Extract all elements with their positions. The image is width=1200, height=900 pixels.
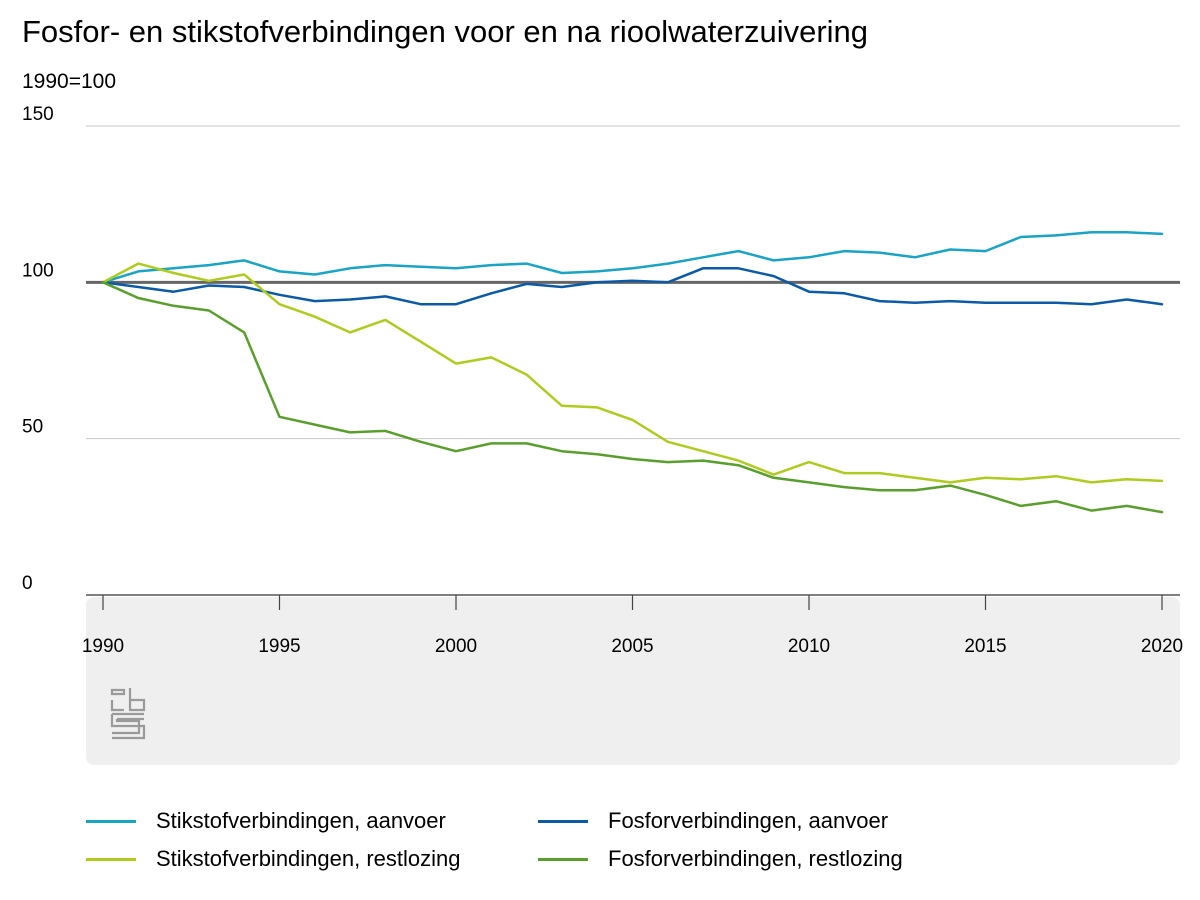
x-tick-label: 2020 — [1141, 636, 1183, 657]
y-tick-label: 100 — [22, 260, 54, 281]
legend-swatch-stikstof-restlozing — [86, 857, 136, 861]
axis-layer: 0 50 100 150 1990 1995 2000 2005 2010 2015 2020 — [22, 104, 1183, 657]
chart-footer-panel — [86, 597, 1180, 765]
x-tick-label: 2000 — [435, 636, 477, 657]
x-tick-label: 1995 — [258, 636, 300, 657]
legend-item-fosfor-restlozing: Fosforverbindingen, restlozing — [538, 846, 1098, 872]
legend-item-stikstof-aanvoer: Stikstofverbindingen, aanvoer — [86, 808, 538, 834]
legend-item-stikstof-restlozing: Stikstofverbindingen, restlozing — [86, 846, 538, 872]
legend-swatch-stikstof-aanvoer — [86, 819, 136, 823]
legend-label-stikstof-restlozing: Stikstofverbindingen, restlozing — [156, 846, 461, 871]
legend-item-fosfor-aanvoer: Fosforverbindingen, aanvoer — [538, 808, 1098, 834]
x-tick-label: 1990 — [82, 636, 124, 657]
legend-label-stikstof-aanvoer: Stikstofverbindingen, aanvoer — [156, 808, 446, 833]
legend-swatch-fosfor-aanvoer — [538, 819, 588, 823]
legend-label-fosfor-aanvoer: Fosforverbindingen, aanvoer — [608, 808, 889, 833]
legend-label-fosfor-restlozing: Fosforverbindingen, restlozing — [608, 846, 903, 871]
grid-layer — [86, 125, 1180, 596]
series-line-2 — [101, 267, 1164, 306]
cbs-logo-icon — [110, 688, 146, 740]
x-tick-label: 2015 — [964, 636, 1006, 657]
chart-subtitle: 1990=100 — [22, 70, 117, 93]
series-line-1 — [101, 231, 1164, 284]
series-layer — [101, 231, 1164, 514]
legend: Stikstofverbindingen, aanvoer Fosforverb… — [86, 808, 1146, 872]
legend-swatch-fosfor-restlozing — [538, 857, 588, 861]
series-line-4 — [101, 281, 1164, 514]
y-tick-label: 0 — [22, 573, 33, 594]
y-tick-label: 150 — [22, 104, 54, 125]
y-tick-label: 50 — [22, 417, 43, 438]
series-line-3 — [101, 262, 1164, 484]
x-tick-label: 2005 — [611, 636, 653, 657]
x-tick-label: 2010 — [788, 636, 830, 657]
chart-title: Fosfor- en stikstofverbindingen voor en … — [22, 14, 869, 49]
